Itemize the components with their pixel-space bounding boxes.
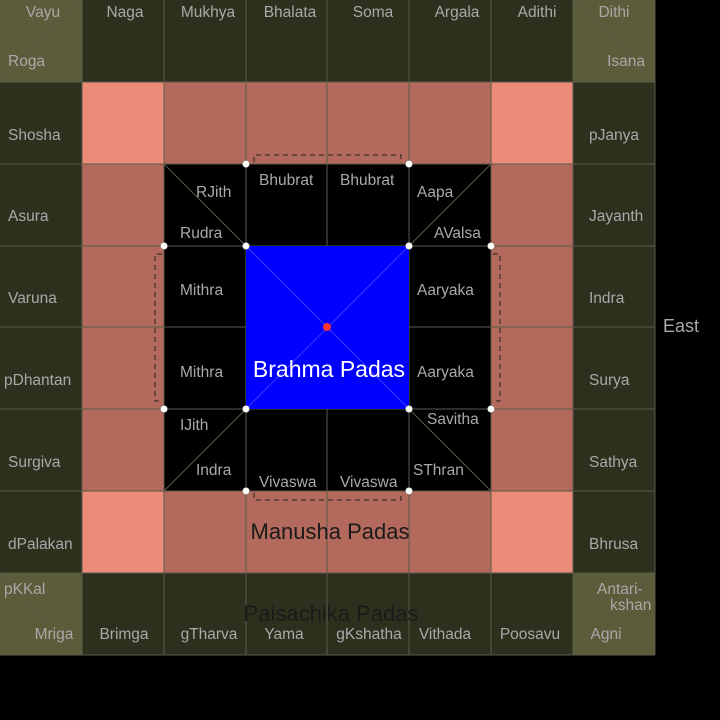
brahma-padas-title: Brahma Padas: [253, 356, 405, 382]
top-row-label: Adithi: [518, 4, 557, 21]
inner-label-indra: Indra: [196, 462, 232, 479]
right-col-label: pJanya: [589, 127, 639, 144]
corner-label-pkkal: pKKal: [4, 581, 45, 598]
top-row-label: Mukhya: [181, 4, 236, 21]
dashed-brackets: [154, 154, 501, 501]
manusha-corner-top-right: [491, 82, 573, 164]
node-points: [160, 160, 495, 495]
inner-top-label: Bhubrat: [259, 172, 314, 189]
right-col-label: Sathya: [589, 454, 638, 471]
inner-left-label: Mithra: [180, 282, 223, 299]
left-col-label: Surgiva: [8, 454, 61, 471]
top-row-label: Argala: [435, 4, 480, 21]
bottom-row-label: Poosavu: [500, 626, 560, 643]
bottom-row-label: gKshatha: [336, 626, 402, 643]
corner-label-antarikshan-1: Antari-: [597, 581, 643, 598]
corner-label-isana: Isana: [607, 53, 645, 70]
manusha-padas-title: Manusha Padas: [251, 519, 410, 544]
bottom-row-label: gTharva: [181, 626, 238, 643]
left-col-label: Varuna: [8, 290, 57, 307]
inner-bottom-label: Vivaswa: [259, 474, 317, 491]
inner-label-sthran: SThran: [413, 462, 464, 479]
top-row-label: Dithi: [598, 4, 629, 21]
center-dot: [323, 323, 331, 331]
inner-right-label: Aaryaka: [417, 364, 474, 381]
left-col-label: Asura: [8, 208, 49, 225]
left-col-label: pDhantan: [4, 372, 71, 389]
left-col-label: Shosha: [8, 127, 61, 144]
inner-left-label: Mithra: [180, 364, 223, 381]
paisachika-padas-title: Paisachika Padas: [244, 601, 419, 626]
left-col-label: dPalakan: [8, 536, 73, 553]
manusha-corner-top-left: [82, 82, 164, 164]
top-row-label: Soma: [353, 4, 394, 21]
right-col-label: Indra: [589, 290, 625, 307]
right-col-label: Bhrusa: [589, 536, 638, 553]
inner-label-aapa: Aapa: [417, 184, 454, 201]
inner-right-label: Aaryaka: [417, 282, 474, 299]
bottom-row-label: Agni: [590, 626, 621, 643]
inner-bottom-label: Vivaswa: [340, 474, 398, 491]
top-row-label: Vayu: [26, 4, 60, 21]
inner-label-savitha: Savitha: [427, 411, 479, 428]
top-row-label: Bhalata: [264, 4, 317, 21]
bottom-row-label: Vithada: [419, 626, 472, 643]
inner-label-rudra: Rudra: [180, 225, 223, 242]
inner-top-label: Bhubrat: [340, 172, 395, 189]
bottom-row-label: Yama: [264, 626, 304, 643]
right-col-label: Surya: [589, 372, 630, 389]
inner-label-rjith: RJith: [196, 184, 231, 201]
bottom-row-label: Mriga: [35, 626, 74, 643]
corner-label-antarikshan-2: kshan: [610, 597, 651, 614]
inner-label-avalsa: AValsa: [434, 225, 481, 242]
east-direction-label: East: [663, 316, 699, 336]
bottom-row-label: Brimga: [99, 626, 148, 643]
inner-label-ijith: IJith: [180, 417, 208, 434]
right-col-label: Jayanth: [589, 208, 643, 225]
manusha-corner-bottom-left: [82, 491, 164, 573]
corner-label-roga: Roga: [8, 53, 45, 70]
top-row-label: Naga: [106, 4, 143, 21]
manusha-corner-bottom-right: [491, 491, 573, 573]
